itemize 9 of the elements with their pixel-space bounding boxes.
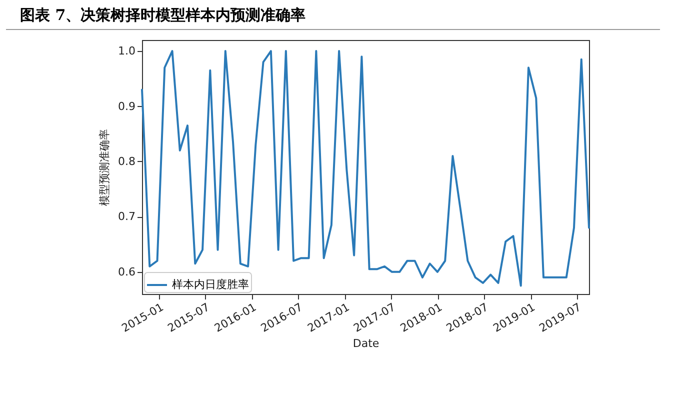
legend-label: 样本内日度胜率 (172, 278, 249, 291)
y-tick-label: 0.6 (118, 265, 136, 278)
y-tick-label: 1.0 (118, 44, 136, 58)
x-axis-title: Date (352, 337, 380, 350)
chart-title: 图表 7、决策树择时模型样本内预测准确率 (6, 0, 660, 30)
y-axis-title: 模型预测准确率 (98, 129, 112, 206)
y-tick-label: 0.7 (118, 210, 136, 224)
y-tick-label: 0.8 (118, 154, 136, 168)
y-tick-label: 0.9 (118, 100, 136, 113)
